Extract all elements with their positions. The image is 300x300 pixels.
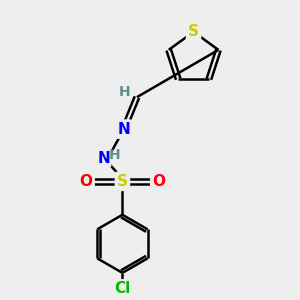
Text: N: N [97,151,110,166]
Text: O: O [80,174,93,189]
Text: Cl: Cl [114,281,130,296]
Text: N: N [118,122,130,136]
Text: H: H [119,85,130,99]
Text: S: S [117,174,128,189]
Text: H: H [109,148,120,162]
Text: S: S [188,24,199,39]
Text: O: O [152,174,165,189]
